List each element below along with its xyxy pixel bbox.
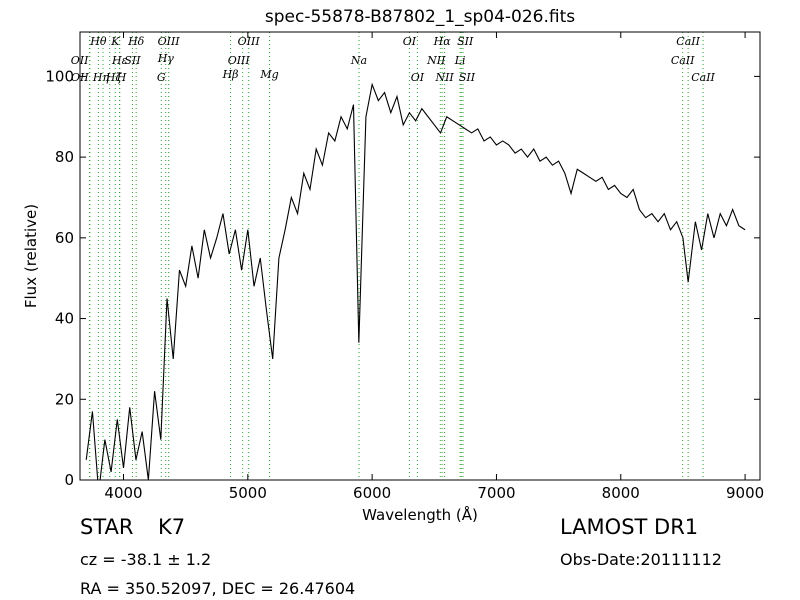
spectral-line-label: Hβ [222,68,239,81]
spectral-line-label: Na [350,54,367,67]
overlay: OIIOIIHθHηHζHεKHSIIHδGHγOIIIHβOIIIOIIIMg… [45,31,764,502]
y-axis-label: Flux (relative) [22,204,40,308]
spectral-line-label: OI [411,71,425,84]
spectral-line-label: H [116,71,127,84]
object-class: STAR [80,515,133,539]
y-tick-label: 100 [45,67,74,85]
spectral-line-label: Hζ [105,71,123,84]
x-tick-label: 7000 [477,484,515,502]
plot-area [85,32,746,480]
spectral-line-label: Hη [92,71,110,84]
spectral-line-label: Hα [433,35,452,48]
coordinates: RA = 350.52097, DEC = 26.47604 [80,579,355,598]
subclass: K7 [158,515,185,539]
spectral-line-label: OIII [228,54,251,67]
x-axis-label: Wavelength (Å) [362,505,478,524]
spectral-line-label: Mg [259,68,278,81]
spectral-line-label: Hγ [157,52,175,65]
spectral-line-label: SII [457,35,474,48]
x-tick-label: 6000 [353,484,391,502]
spectral-line-label: SII [459,71,476,84]
y-tick-label: 80 [55,148,74,166]
x-tick-label: 9000 [726,484,764,502]
release: LAMOST DR1 [560,515,698,539]
chart-title: spec-55878-B87802_1_sp04-026.fits [265,7,575,27]
x-tick-label: 4000 [104,484,142,502]
spectral-line-label: CaII [671,54,695,67]
y-tick-label: 60 [55,229,74,247]
spectral-line-label: OI [403,35,417,48]
x-tick-label: 8000 [602,484,640,502]
spectral-line-label: CaII [691,71,715,84]
spectral-line-label: NII [426,54,446,67]
plot-frame [79,31,761,481]
spectral-line-label: NII [434,71,454,84]
y-tick-label: 20 [55,390,74,408]
redshift: cz = -38.1 ± 1.2 [80,550,211,569]
spectral-line-label: Hε [111,54,128,67]
spectrum [85,82,746,480]
y-tick-label: 40 [55,310,74,328]
spectral-line-label: Li [454,54,466,67]
spectral-line-label: OIII [158,35,181,48]
spectral-line-label: Hθ [89,35,107,48]
spectral-line-label: SII [124,54,141,67]
spectral-line-label: CaII [676,35,700,48]
spectral-line-label: Hδ [127,35,145,48]
spectral-line-label: K [110,35,120,48]
spectral-line-label: G [157,71,166,84]
obs-date: Obs-Date:20111112 [560,550,722,569]
spectral-line-label: OIII [238,35,261,48]
x-tick-label: 5000 [229,484,267,502]
y-tick-label: 0 [64,471,74,489]
